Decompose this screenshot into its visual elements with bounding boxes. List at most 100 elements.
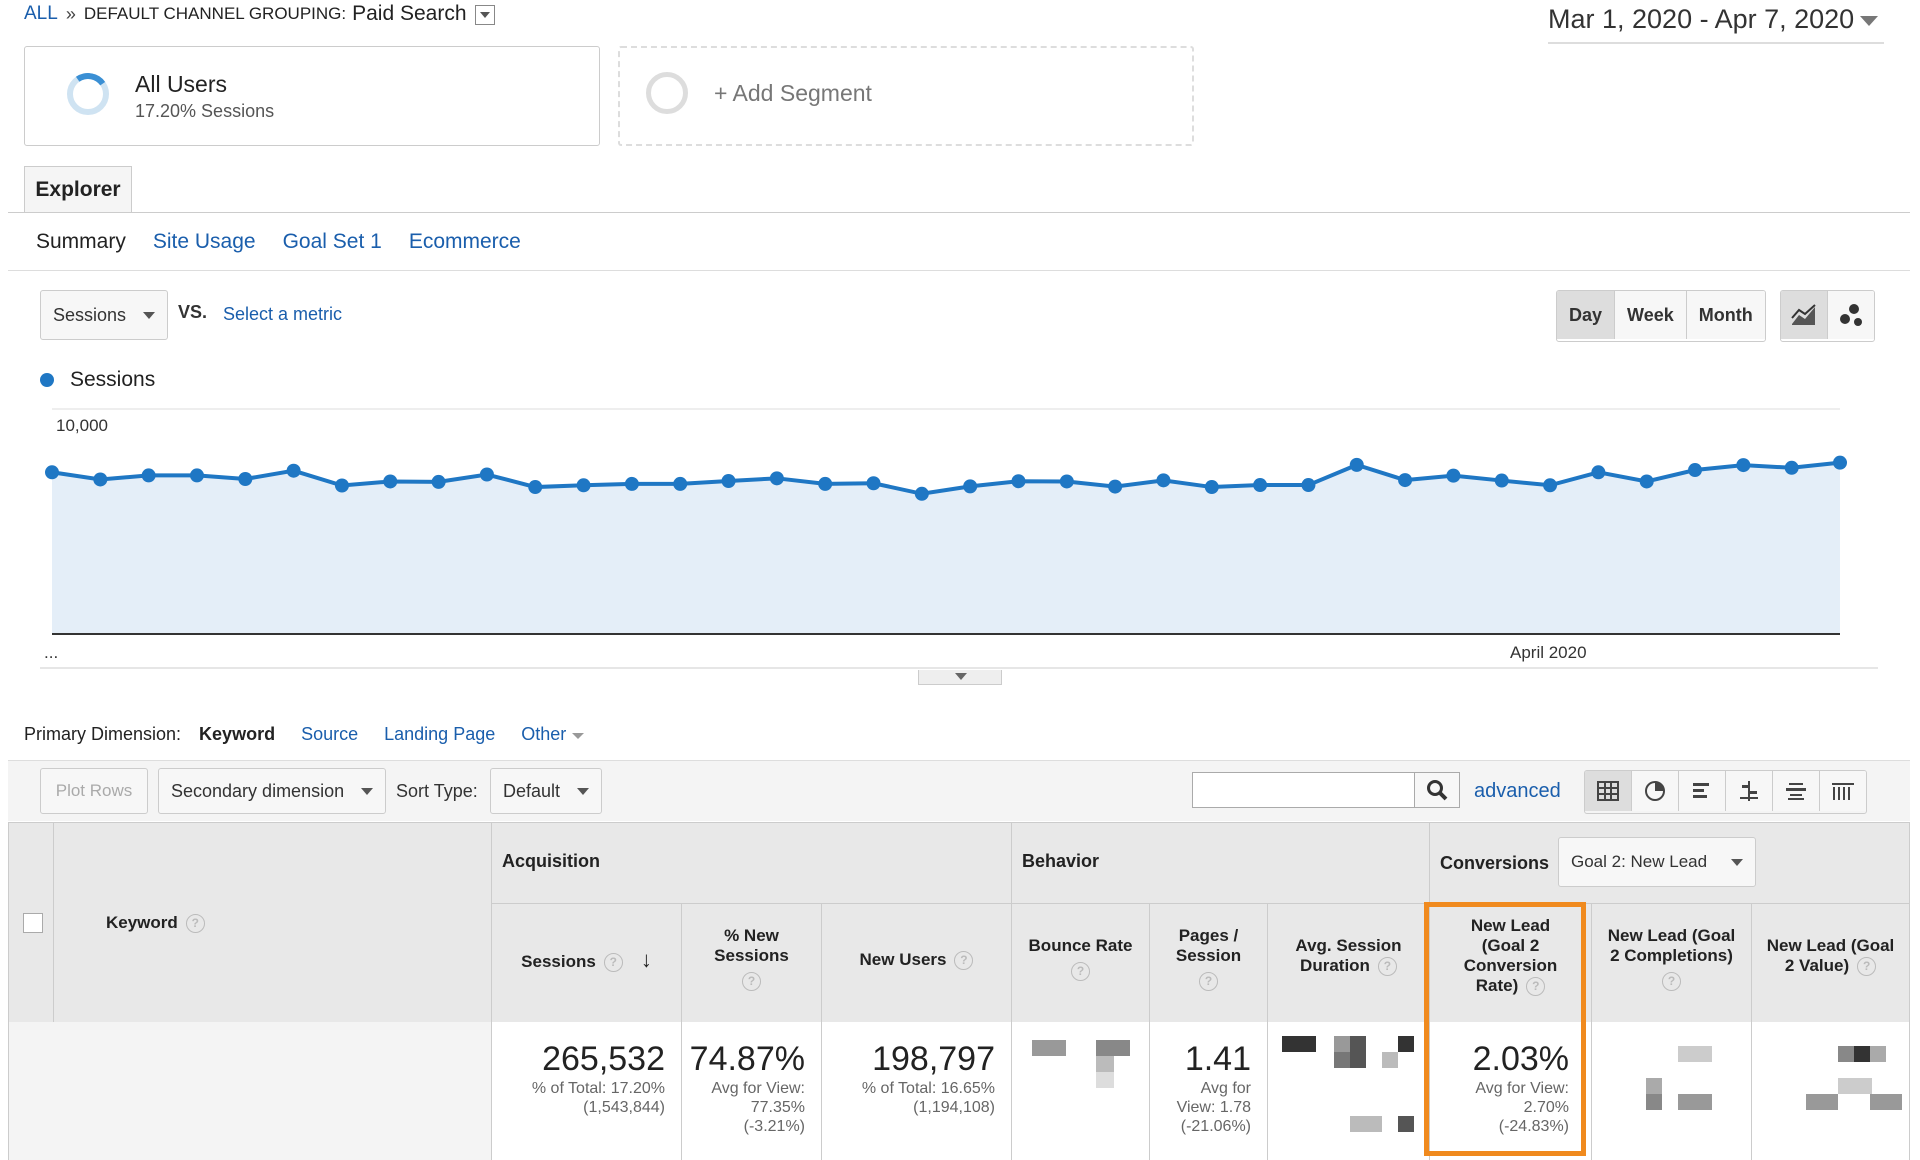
pages-session-header[interactable]: Pages / Session? (1150, 904, 1268, 1022)
sessions-data-point[interactable] (189, 468, 204, 483)
week-button[interactable]: Week (1614, 291, 1686, 339)
sessions-data-point[interactable] (576, 478, 591, 493)
help-icon[interactable]: ? (1071, 962, 1090, 981)
select-all-checkbox[interactable] (23, 913, 43, 933)
subtab-summary[interactable]: Summary (36, 230, 126, 253)
sessions-data-point[interactable] (721, 474, 736, 489)
sessions-data-point[interactable] (1736, 458, 1751, 473)
sessions-data-point[interactable] (479, 467, 494, 482)
help-icon[interactable]: ? (1526, 977, 1546, 997)
search-button[interactable] (1414, 772, 1460, 808)
sessions-data-point[interactable] (1156, 473, 1171, 488)
sessions-chart[interactable]: 10,0005,000...April 2020 (40, 400, 1880, 670)
month-button[interactable]: Month (1685, 291, 1765, 339)
comparison-view-button[interactable] (1725, 771, 1772, 811)
conversion-rate-header[interactable]: New Lead (Goal 2 Conversion Rate)? (1430, 904, 1592, 1022)
avg-session-duration-header[interactable]: Avg. Session Duration? (1268, 904, 1430, 1022)
date-range-picker[interactable]: Mar 1, 2020 - Apr 7, 2020 (1548, 4, 1884, 44)
completions-header[interactable]: New Lead (Goal 2 Completions)? (1592, 904, 1752, 1022)
goal-value-header[interactable]: New Lead (Goal 2 Value)? (1752, 904, 1910, 1022)
redacted-block (1678, 1046, 1712, 1062)
pct-new-sessions-total-cell: 74.87% Avg for View: 77.35% (-3.21%) (682, 1022, 822, 1160)
sessions-data-point[interactable] (528, 480, 543, 495)
dimension-keyword[interactable]: Keyword (199, 724, 276, 744)
motion-chart-button[interactable] (1828, 291, 1874, 339)
add-segment-button[interactable]: + Add Segment (618, 46, 1194, 146)
sessions-data-point[interactable] (431, 474, 446, 489)
sessions-data-point[interactable] (45, 465, 59, 480)
data-view-button[interactable] (1585, 771, 1631, 811)
breadcrumb-all-link[interactable]: ALL (24, 3, 58, 24)
sessions-data-point[interactable] (1204, 480, 1219, 495)
sessions-data-point[interactable] (383, 474, 398, 489)
sessions-data-point[interactable] (1301, 478, 1316, 493)
help-icon[interactable]: ? (954, 951, 974, 971)
sessions-data-point[interactable] (769, 471, 784, 486)
segment-all-users[interactable]: All Users 17.20% Sessions (24, 46, 600, 146)
sessions-data-point[interactable] (1543, 478, 1558, 493)
help-icon[interactable]: ? (1662, 972, 1681, 991)
tab-explorer[interactable]: Explorer (24, 166, 132, 212)
sessions-data-point[interactable] (914, 486, 929, 501)
plot-rows-button[interactable]: Plot Rows (40, 768, 148, 814)
primary-dimension-bar: Primary Dimension: Keyword Source Landin… (24, 724, 585, 745)
sessions-data-point[interactable] (673, 476, 688, 491)
pivot-view-button[interactable] (1819, 771, 1866, 811)
help-icon[interactable]: ? (1199, 972, 1218, 991)
subtab-ecommerce[interactable]: Ecommerce (408, 230, 521, 253)
sort-type-select[interactable]: Default (490, 768, 602, 814)
keyword-header[interactable]: Keyword? (54, 822, 492, 1022)
sessions-data-point[interactable] (866, 476, 881, 491)
sessions-data-point[interactable] (624, 476, 639, 491)
breadcrumb-dropdown-icon[interactable] (474, 5, 495, 25)
conversion-rate-total: 2.03% (1472, 1040, 1569, 1078)
goal-select[interactable]: Goal 2: New Lead (1558, 837, 1756, 887)
new-users-header[interactable]: New Users? (822, 904, 1012, 1022)
sessions-data-point[interactable] (1253, 478, 1268, 493)
sessions-data-point[interactable] (1349, 457, 1364, 472)
help-icon[interactable]: ? (1377, 957, 1397, 977)
sessions-data-point[interactable] (818, 476, 833, 491)
sessions-data-point[interactable] (1591, 465, 1606, 480)
sessions-data-point[interactable] (1494, 473, 1509, 488)
pct-new-sessions-header[interactable]: % New Sessions? (682, 904, 822, 1022)
metric-select[interactable]: Sessions (40, 290, 168, 340)
sessions-data-point[interactable] (334, 478, 349, 493)
sessions-data-point[interactable] (1011, 474, 1026, 489)
help-icon[interactable]: ? (185, 914, 205, 934)
help-icon[interactable]: ? (1857, 957, 1877, 977)
sessions-data-point[interactable] (1639, 474, 1654, 489)
subtab-site-usage[interactable]: Site Usage (152, 230, 256, 253)
select-metric-link[interactable]: Select a metric (223, 304, 343, 324)
performance-view-button[interactable] (1678, 771, 1725, 811)
day-button[interactable]: Day (1557, 291, 1615, 339)
sessions-data-point[interactable] (1108, 479, 1123, 494)
sessions-data-point[interactable] (238, 471, 253, 486)
dimension-source[interactable]: Source (301, 724, 359, 744)
sessions-data-point[interactable] (1784, 460, 1799, 475)
sessions-data-point[interactable] (1398, 473, 1413, 488)
sessions-data-point[interactable] (1833, 455, 1847, 470)
table-search-input[interactable] (1192, 772, 1416, 808)
advanced-filter-link[interactable]: advanced (1474, 780, 1561, 802)
secondary-dimension-select[interactable]: Secondary dimension (158, 768, 386, 814)
dimension-landing-page[interactable]: Landing Page (384, 724, 496, 744)
bounce-rate-header[interactable]: Bounce Rate? (1012, 904, 1150, 1022)
sessions-data-point[interactable] (1059, 474, 1074, 489)
percentage-view-button[interactable] (1631, 771, 1678, 811)
sessions-data-point[interactable] (141, 468, 156, 483)
dimension-other[interactable]: Other (521, 724, 585, 745)
sessions-data-point[interactable] (286, 463, 301, 478)
help-icon[interactable]: ? (603, 953, 623, 973)
sessions-header[interactable]: Sessions? ↓ (492, 904, 682, 1022)
keyword-header-label: Keyword (106, 913, 178, 932)
sessions-data-point[interactable] (1688, 463, 1703, 478)
sessions-data-point[interactable] (93, 472, 108, 487)
subtab-goal-set-1[interactable]: Goal Set 1 (282, 230, 382, 253)
sessions-data-point[interactable] (963, 479, 978, 494)
sessions-data-point[interactable] (1446, 468, 1461, 483)
help-icon[interactable]: ? (742, 972, 761, 991)
collapse-chart-handle[interactable] (918, 670, 1002, 685)
term-cloud-view-button[interactable] (1772, 771, 1819, 811)
line-chart-button[interactable] (1781, 291, 1828, 339)
